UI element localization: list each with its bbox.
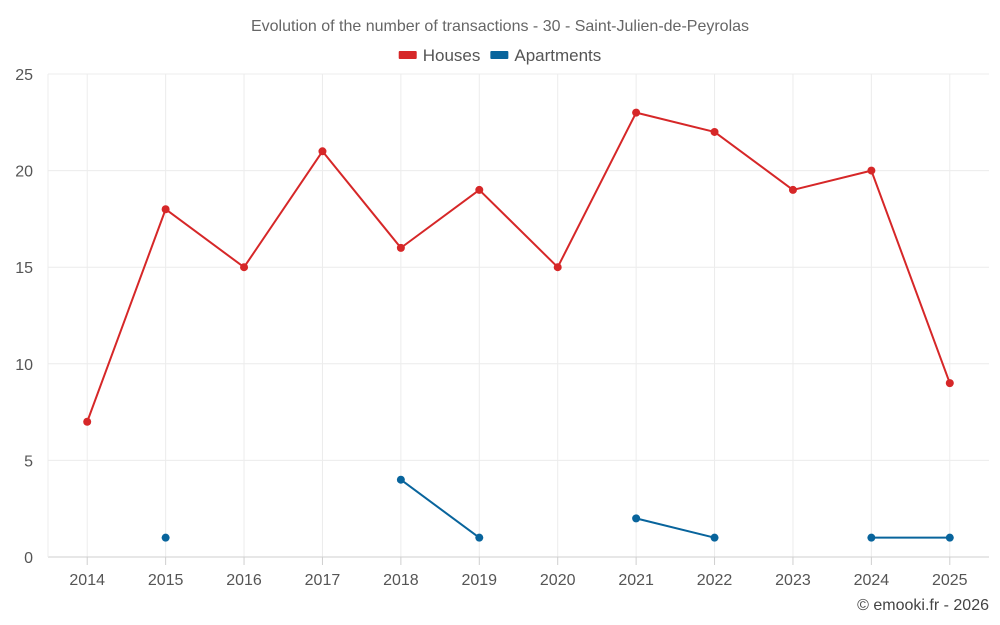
x-tick-label: 2023 bbox=[775, 572, 811, 589]
series-line bbox=[400, 478, 480, 539]
data-point[interactable] bbox=[161, 533, 170, 542]
x-tick-label: 2019 bbox=[461, 572, 497, 589]
series-line bbox=[635, 517, 715, 539]
data-point[interactable] bbox=[632, 108, 641, 117]
data-point[interactable] bbox=[945, 533, 954, 542]
series-line bbox=[86, 111, 951, 423]
y-tick-label: 15 bbox=[15, 260, 33, 277]
legend-label: Apartments bbox=[514, 46, 601, 65]
data-point[interactable] bbox=[710, 127, 719, 136]
x-tick-label: 2015 bbox=[148, 572, 184, 589]
x-tick-label: 2014 bbox=[69, 572, 105, 589]
x-tick-label: 2017 bbox=[305, 572, 341, 589]
data-point[interactable] bbox=[710, 533, 719, 542]
y-tick-label: 20 bbox=[15, 164, 33, 181]
data-point[interactable] bbox=[945, 379, 954, 388]
data-point[interactable] bbox=[632, 514, 641, 523]
legend-label: Houses bbox=[423, 46, 481, 65]
grid bbox=[47, 73, 989, 558]
x-tick-label: 2022 bbox=[697, 572, 733, 589]
x-axis: 2014 2015 2016 2017 2018 2019 2020 2021 2022 2023… bbox=[69, 557, 968, 589]
y-tick-label: 0 bbox=[24, 550, 33, 567]
legend-item-apartments[interactable]: Apartments bbox=[490, 46, 601, 65]
legend-item-houses[interactable]: Houses bbox=[398, 46, 481, 65]
data-point[interactable] bbox=[867, 533, 876, 542]
data-point[interactable] bbox=[396, 475, 405, 484]
x-tick-label: 2016 bbox=[226, 572, 262, 589]
data-point[interactable] bbox=[553, 263, 562, 272]
x-tick-label: 2025 bbox=[932, 572, 968, 589]
data-point[interactable] bbox=[867, 166, 876, 175]
series-layer bbox=[83, 108, 954, 542]
y-tick-label: 5 bbox=[24, 453, 33, 470]
legend: Houses Apartments bbox=[398, 46, 601, 65]
x-tick-label: 2024 bbox=[854, 572, 890, 589]
data-point[interactable] bbox=[788, 185, 797, 194]
y-tick-label: 10 bbox=[15, 357, 33, 374]
y-axis: 0 5 10 15 20 25 bbox=[15, 67, 33, 567]
legend-swatch bbox=[398, 51, 417, 59]
chart-title: Evolution of the number of transactions … bbox=[251, 18, 749, 35]
data-point[interactable] bbox=[475, 185, 484, 194]
x-tick-label: 2018 bbox=[383, 572, 419, 589]
series-houses bbox=[83, 108, 954, 426]
data-point[interactable] bbox=[83, 417, 92, 426]
data-point[interactable] bbox=[396, 243, 405, 252]
y-tick-label: 25 bbox=[15, 67, 33, 84]
data-point[interactable] bbox=[318, 147, 327, 156]
legend-swatch bbox=[490, 51, 509, 59]
data-point[interactable] bbox=[240, 263, 249, 272]
series-apartments bbox=[161, 475, 954, 542]
x-tick-label: 2021 bbox=[618, 572, 654, 589]
data-point[interactable] bbox=[475, 533, 484, 542]
data-point[interactable] bbox=[161, 205, 170, 214]
credit-text: © emooki.fr - 2026 bbox=[857, 597, 989, 614]
x-tick-label: 2020 bbox=[540, 572, 576, 589]
